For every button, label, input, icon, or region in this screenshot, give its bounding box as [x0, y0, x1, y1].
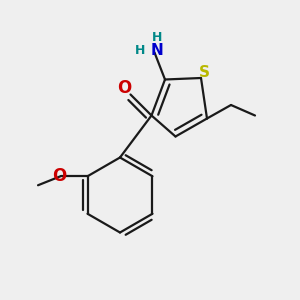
Text: H: H: [152, 31, 163, 44]
Text: O: O: [52, 167, 66, 185]
Text: O: O: [117, 79, 132, 97]
Text: N: N: [151, 44, 164, 59]
Text: S: S: [199, 65, 210, 80]
Text: H: H: [135, 44, 145, 58]
